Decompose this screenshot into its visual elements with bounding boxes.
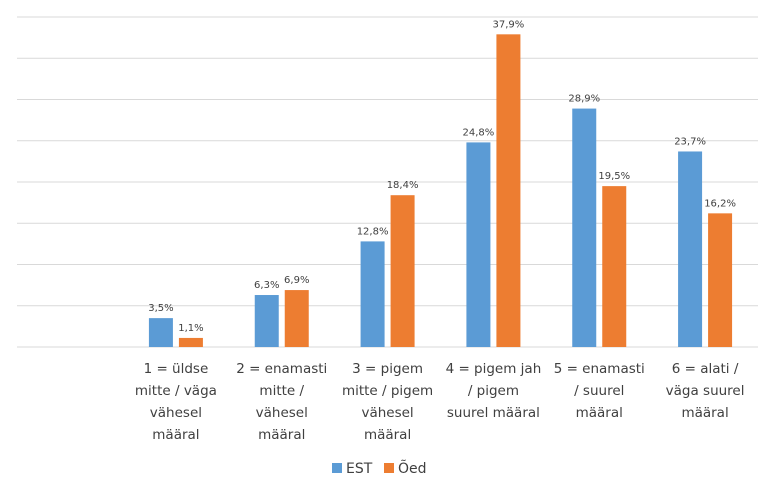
data-label: 3,5% <box>148 303 173 314</box>
bar-est-5 <box>572 108 597 347</box>
x-tick-label: mitte / pigem <box>342 383 433 399</box>
data-label: 1,1% <box>178 323 203 334</box>
legend-item-oed: Õed <box>384 460 427 477</box>
x-tick-label: väga suurel <box>666 383 745 399</box>
bar-oed-1 <box>178 337 203 347</box>
x-tick-label: määral <box>258 427 305 443</box>
x-tick-label: mitte / väga <box>135 383 217 399</box>
data-label: 6,9% <box>284 275 309 286</box>
data-label: 24,8% <box>463 127 495 138</box>
x-tick-label: vähesel <box>256 405 308 421</box>
legend-swatch <box>384 463 394 473</box>
bar-oed-4 <box>496 34 521 347</box>
x-tick-label: 1 = üldse <box>144 361 209 377</box>
x-tick-label: määral <box>152 427 199 443</box>
x-tick-label: 5 = enamasti <box>554 361 645 377</box>
data-label: 19,5% <box>598 171 630 182</box>
gridlines <box>17 16 758 348</box>
bar-oed-5 <box>602 186 627 347</box>
x-tick-label: vähesel <box>150 405 202 421</box>
data-labels: 3,5% 1,1% 6,3% 6,9% 12,8% 18,4% 24,8% 37,9% 28,9… <box>148 19 736 334</box>
x-tick-label: vähesel <box>361 405 413 421</box>
legend-label: Õed <box>398 460 427 477</box>
legend-swatch <box>332 463 342 473</box>
data-label: 6,3% <box>254 280 279 291</box>
x-tick-label: 6 = alati / <box>672 361 739 377</box>
bar-est-6 <box>678 151 703 347</box>
x-tick-label: 2 = enamasti <box>236 361 327 377</box>
bar-oed-2 <box>284 290 309 347</box>
bar-est-1 <box>148 318 173 347</box>
data-label: 16,2% <box>704 198 736 209</box>
bar-est-3 <box>360 241 385 347</box>
x-tick-label: määral <box>576 405 623 421</box>
bars <box>148 34 733 347</box>
x-tick-label: määral <box>364 427 411 443</box>
x-tick-label: 4 = pigem jah <box>446 361 542 377</box>
data-label: 37,9% <box>493 19 525 30</box>
x-axis-labels: 1 = üldse mitte / väga vähesel määral 2 = en… <box>135 361 745 443</box>
bar-est-2 <box>254 295 279 347</box>
legend: EST Õed <box>332 460 427 477</box>
data-label: 23,7% <box>674 136 706 147</box>
bar-oed-6 <box>708 213 733 347</box>
legend-item-est: EST <box>332 461 373 477</box>
legend-label: EST <box>346 461 373 477</box>
data-label: 18,4% <box>387 180 419 191</box>
bar-oed-3 <box>390 195 415 347</box>
x-tick-label: 3 = pigem <box>352 361 423 377</box>
x-tick-label: määral <box>681 405 728 421</box>
bar-est-4 <box>466 142 491 347</box>
x-tick-label: / pigem <box>468 383 519 399</box>
x-tick-label: / suurel <box>574 383 624 399</box>
x-tick-label: mitte / <box>259 383 304 399</box>
data-label: 12,8% <box>357 226 389 237</box>
x-tick-label: suurel määral <box>447 405 540 421</box>
data-label: 28,9% <box>568 94 600 105</box>
